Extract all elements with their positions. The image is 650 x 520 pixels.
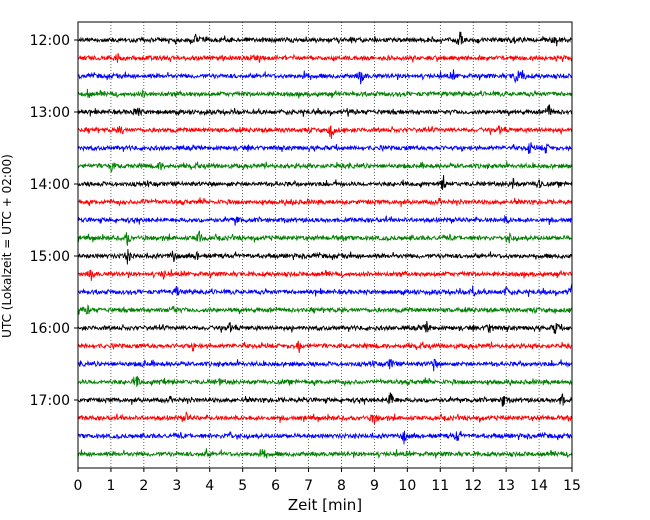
x-tick-label: 8 <box>337 478 346 494</box>
y-tick-label: 15:00 <box>30 249 70 265</box>
trace-line <box>77 142 573 154</box>
y-axis-ticks: 12:00 13:00 14:00 15:00 16:00 17:00 <box>30 33 78 409</box>
x-axis-ticks: 0 1 2 3 4 5 6 7 8 9 10 11 12 13 14 15 <box>74 468 581 494</box>
y-tick-label: 14:00 <box>30 177 70 193</box>
x-tick-label: 15 <box>563 478 581 494</box>
x-tick-label: 4 <box>205 478 214 494</box>
x-tick-label: 5 <box>238 478 247 494</box>
trace-line <box>77 88 573 99</box>
trace-line <box>77 104 573 117</box>
x-tick-label: 12 <box>464 478 482 494</box>
x-tick-label: 1 <box>106 478 115 494</box>
trace-line <box>77 448 573 459</box>
y-axis-label: UTC (Lokalzeit = UTC + 02:00) <box>0 154 14 338</box>
trace-line <box>77 375 573 387</box>
y-tick-label: 17:00 <box>30 393 70 409</box>
x-tick-label: 11 <box>431 478 449 494</box>
grid-lines <box>110 22 540 468</box>
x-tick-label: 13 <box>497 478 515 494</box>
trace-line <box>77 174 573 191</box>
x-tick-label: 14 <box>530 478 548 494</box>
trace-line <box>77 230 573 246</box>
trace-line <box>77 340 573 353</box>
trace-line <box>77 249 573 265</box>
seismic-traces <box>77 31 573 459</box>
trace-line <box>78 124 573 140</box>
y-tick-label: 16:00 <box>30 321 70 337</box>
trace-line <box>77 392 573 407</box>
x-tick-label: 2 <box>139 478 148 494</box>
trace-line <box>77 284 573 297</box>
trace-line <box>77 430 573 445</box>
x-axis-label: Zeit [min] <box>288 496 362 514</box>
trace-line <box>77 410 573 425</box>
trace-line <box>77 197 573 207</box>
trace-line <box>77 304 573 315</box>
x-tick-label: 7 <box>304 478 313 494</box>
x-tick-label: 3 <box>172 478 181 494</box>
x-tick-label: 10 <box>398 478 416 494</box>
x-tick-label: 0 <box>74 478 83 494</box>
plot-frame <box>77 21 573 469</box>
x-tick-label: 6 <box>271 478 280 494</box>
trace-line <box>77 31 573 47</box>
y-tick-label: 12:00 <box>30 33 70 49</box>
trace-line <box>77 320 573 335</box>
trace-line <box>77 214 572 226</box>
trace-line <box>77 53 573 64</box>
x-tick-label: 9 <box>370 478 379 494</box>
trace-line <box>77 358 573 372</box>
trace-line <box>77 161 573 174</box>
trace-line <box>77 269 573 281</box>
trace-line <box>77 69 573 85</box>
y-tick-label: 13:00 <box>30 105 70 121</box>
